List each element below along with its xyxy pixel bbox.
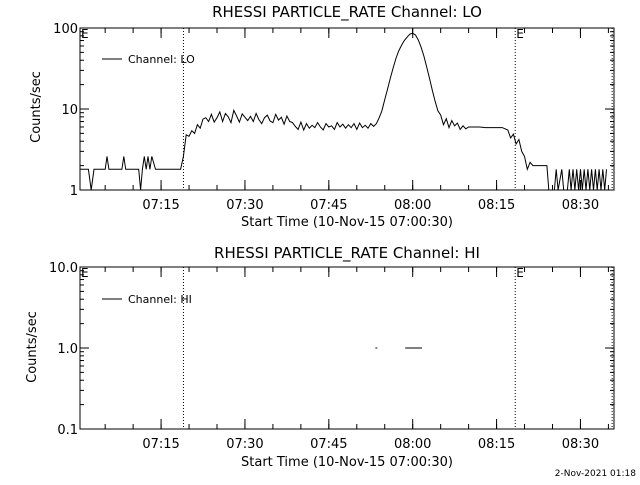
time-marker-label: E (516, 27, 524, 41)
x-tick-label: 08:15 (478, 437, 515, 452)
corner-mark-hi: E (81, 266, 89, 280)
y-tick-label: 10.0 (49, 261, 78, 276)
x-tick-label: 07:45 (310, 198, 347, 213)
x-tick-label: 07:15 (142, 437, 179, 452)
y-tick-label: 100 (53, 22, 78, 37)
x-tick-label: 08:30 (562, 198, 599, 213)
x-ticks-hi: 07:15 07:30 07:45 08:00 08:15 08:30 (104, 267, 609, 452)
time-marker-label: E (516, 266, 524, 280)
legend-label-hi: Channel: HI (128, 293, 192, 306)
x-tick-label: 08:00 (394, 198, 431, 213)
series-line-lo (80, 32, 607, 191)
x-ticks-lo: 07:15 07:30 07:45 08:00 08:15 08:30 (104, 28, 609, 213)
y-tick-label: 1 (70, 184, 78, 199)
x-tick-label: 08:30 (562, 437, 599, 452)
y-axis-label-hi: Counts/sec (25, 311, 40, 383)
y-ticks-hi: 0.1 1.0 10.0 (49, 261, 614, 438)
x-axis-label-lo: Start Time (10-Nov-15 07:00:30) (241, 215, 453, 230)
panel-lo: RHESSI PARTICLE_RATE Channel: LO Counts/… (29, 3, 615, 230)
x-tick-label: 07:45 (310, 437, 347, 452)
x-axis-label-hi: Start Time (10-Nov-15 07:00:30) (241, 455, 453, 470)
y-ticks-lo: 1 10 100 (53, 22, 614, 199)
series-lo (80, 32, 607, 191)
time-markers-hi: E (182, 266, 613, 429)
corner-mark-lo: E (81, 27, 89, 41)
y-axis-label-lo: Counts/sec (29, 71, 44, 143)
x-tick-label: 07:15 (142, 198, 179, 213)
x-tick-label: 07:30 (226, 198, 263, 213)
y-tick-label: 10 (61, 103, 78, 118)
chart-title-lo: RHESSI PARTICLE_RATE Channel: LO (212, 3, 482, 22)
x-tick-label: 08:00 (394, 437, 431, 452)
y-tick-label: 0.1 (57, 423, 78, 438)
x-tick-label: 08:15 (478, 198, 515, 213)
footer-timestamp: 2-Nov-2021 01:18 (555, 469, 637, 479)
y-tick-label: 1.0 (57, 342, 78, 357)
legend-label-lo: Channel: LO (128, 53, 195, 66)
plot-frame-hi (79, 266, 615, 430)
x-tick-label: 07:30 (226, 437, 263, 452)
chart-title-hi: RHESSI PARTICLE_RATE Channel: HI (214, 244, 480, 263)
panel-hi: RHESSI PARTICLE_RATE Channel: HI Counts/… (25, 244, 615, 470)
time-markers-lo: E (182, 27, 613, 190)
